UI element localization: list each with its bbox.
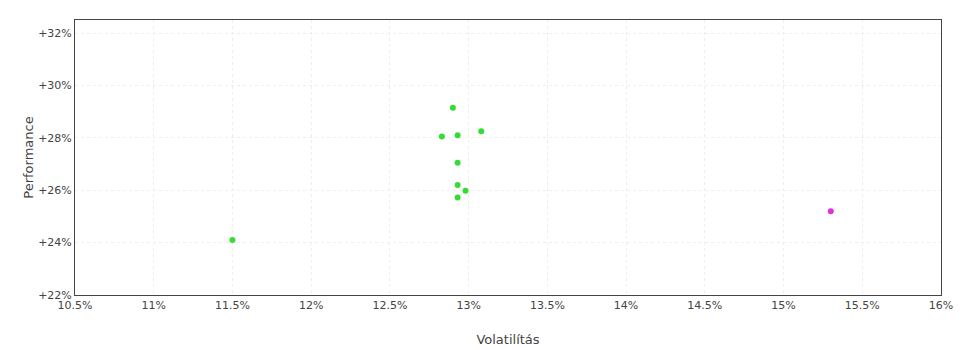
svg-text:16%: 16% xyxy=(929,299,953,312)
svg-text:12%: 12% xyxy=(299,299,323,312)
svg-text:+26%: +26% xyxy=(38,184,72,197)
svg-text:+24%: +24% xyxy=(38,236,72,249)
svg-text:11.5%: 11.5% xyxy=(215,299,250,312)
svg-text:+28%: +28% xyxy=(38,132,72,145)
svg-text:11%: 11% xyxy=(142,299,166,312)
svg-text:15%: 15% xyxy=(771,299,795,312)
svg-text:+22%: +22% xyxy=(38,289,72,302)
svg-text:13.5%: 13.5% xyxy=(530,299,565,312)
svg-text:15.5%: 15.5% xyxy=(845,299,880,312)
svg-text:Volatilítás: Volatilítás xyxy=(476,332,539,347)
svg-text:Performance: Performance xyxy=(21,116,36,198)
svg-text:+32%: +32% xyxy=(38,27,72,40)
svg-text:14%: 14% xyxy=(614,299,638,312)
svg-text:13%: 13% xyxy=(456,299,480,312)
svg-text:12.5%: 12.5% xyxy=(372,299,407,312)
svg-text:+30%: +30% xyxy=(38,79,72,92)
svg-text:14.5%: 14.5% xyxy=(687,299,722,312)
svg-text:10.5%: 10.5% xyxy=(58,299,93,312)
